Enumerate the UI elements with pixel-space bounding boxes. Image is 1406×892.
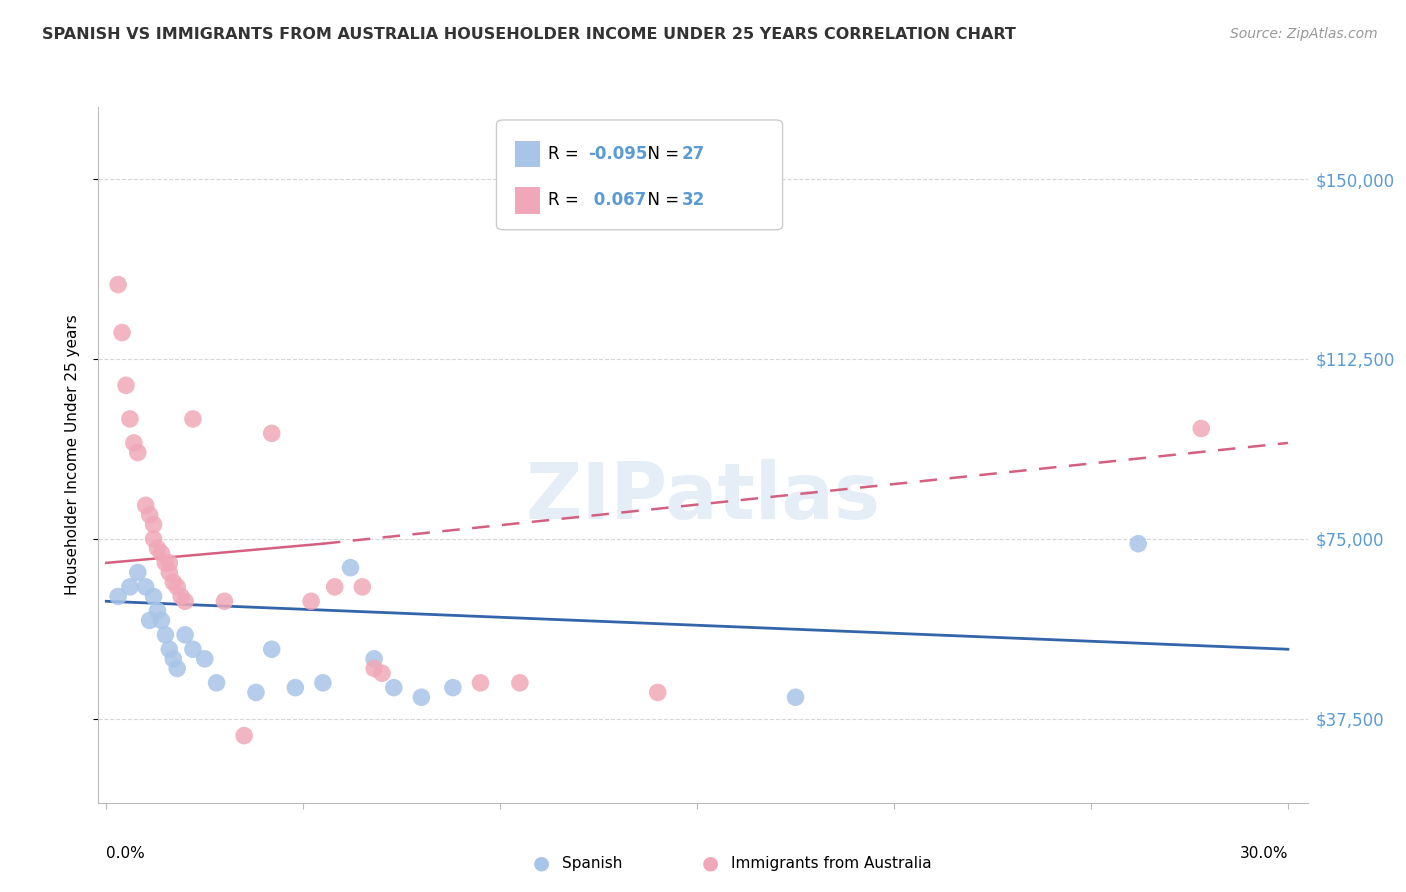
- Point: [371, 666, 394, 681]
- Text: 27: 27: [682, 145, 706, 163]
- Point: [115, 378, 138, 392]
- Point: [111, 326, 134, 340]
- Point: [441, 681, 464, 695]
- Point: [174, 628, 197, 642]
- Point: [142, 517, 165, 532]
- Point: [1128, 537, 1150, 551]
- Point: [260, 426, 283, 441]
- Point: [785, 690, 807, 705]
- Point: [166, 580, 188, 594]
- Text: N =: N =: [637, 145, 685, 163]
- Point: [166, 661, 188, 675]
- Text: Immigrants from Australia: Immigrants from Australia: [731, 856, 932, 871]
- Point: [509, 676, 531, 690]
- Point: [157, 642, 180, 657]
- Point: [470, 676, 492, 690]
- Text: R =: R =: [548, 145, 585, 163]
- Point: [155, 556, 177, 570]
- Point: [363, 661, 385, 675]
- Point: [107, 590, 129, 604]
- Point: [194, 652, 217, 666]
- Point: [170, 590, 193, 604]
- Point: [150, 614, 173, 628]
- Point: [146, 541, 169, 556]
- Text: 0.067: 0.067: [588, 192, 647, 210]
- Point: [118, 412, 141, 426]
- Point: [260, 642, 283, 657]
- Point: [122, 436, 145, 450]
- Point: [118, 580, 141, 594]
- Point: [1189, 421, 1212, 435]
- Point: [162, 575, 184, 590]
- Point: [245, 685, 267, 699]
- Point: [647, 685, 669, 699]
- Point: [155, 628, 177, 642]
- Y-axis label: Householder Income Under 25 years: Householder Income Under 25 years: [65, 315, 80, 595]
- Text: N =: N =: [637, 192, 685, 210]
- Point: [142, 590, 165, 604]
- Point: [146, 604, 169, 618]
- Point: [181, 642, 204, 657]
- Point: [323, 580, 346, 594]
- Point: [127, 566, 149, 580]
- Point: [107, 277, 129, 292]
- Point: [214, 594, 236, 608]
- Text: ZIPatlas: ZIPatlas: [526, 458, 880, 534]
- Text: Source: ZipAtlas.com: Source: ZipAtlas.com: [1230, 27, 1378, 41]
- Point: [299, 594, 322, 608]
- Text: ●: ●: [702, 854, 718, 873]
- Point: [382, 681, 405, 695]
- Text: SPANISH VS IMMIGRANTS FROM AUSTRALIA HOUSEHOLDER INCOME UNDER 25 YEARS CORRELATI: SPANISH VS IMMIGRANTS FROM AUSTRALIA HOU…: [42, 27, 1017, 42]
- Point: [135, 498, 157, 512]
- Point: [284, 681, 307, 695]
- Text: 30.0%: 30.0%: [1239, 846, 1288, 861]
- Point: [181, 412, 204, 426]
- Point: [174, 594, 197, 608]
- Point: [150, 546, 173, 560]
- Text: -0.095: -0.095: [588, 145, 647, 163]
- Point: [127, 445, 149, 459]
- Point: [162, 652, 184, 666]
- Text: R =: R =: [548, 192, 585, 210]
- Point: [312, 676, 335, 690]
- Point: [352, 580, 374, 594]
- Point: [157, 566, 180, 580]
- Point: [138, 508, 160, 522]
- Point: [363, 652, 385, 666]
- Point: [135, 580, 157, 594]
- Point: [138, 614, 160, 628]
- Point: [142, 532, 165, 546]
- Point: [157, 556, 180, 570]
- Text: Spanish: Spanish: [562, 856, 623, 871]
- Point: [339, 560, 361, 574]
- Text: 32: 32: [682, 192, 706, 210]
- Point: [233, 729, 256, 743]
- Text: 0.0%: 0.0%: [107, 846, 145, 861]
- Text: ●: ●: [533, 854, 550, 873]
- Point: [205, 676, 228, 690]
- Point: [411, 690, 433, 705]
